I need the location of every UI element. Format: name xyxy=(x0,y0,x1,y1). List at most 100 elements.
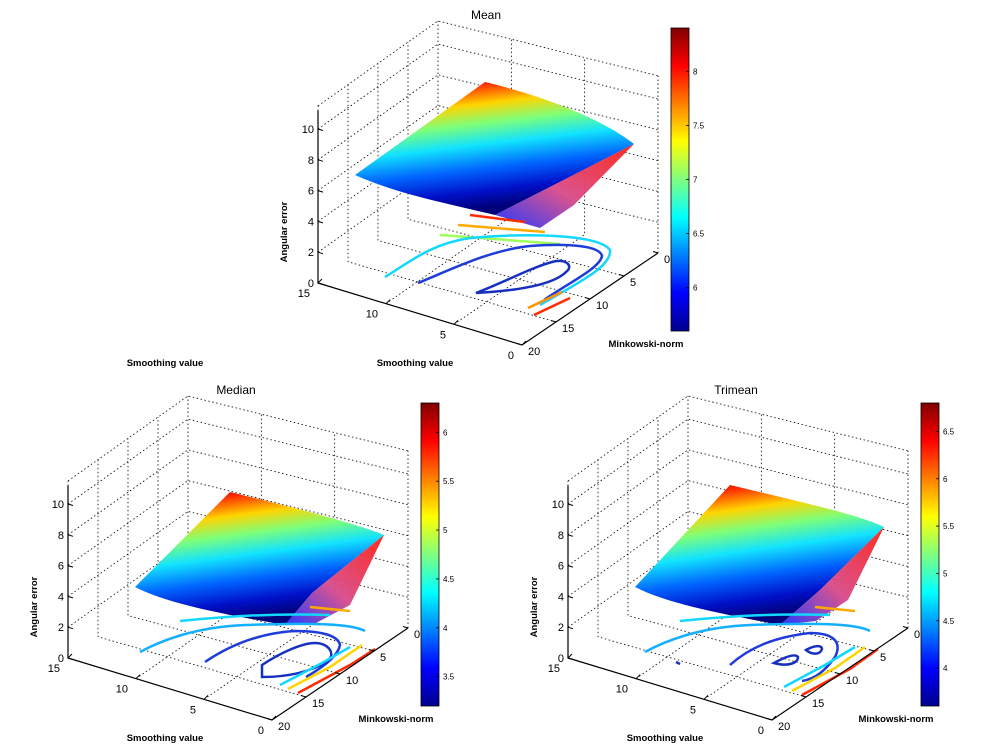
z-tick-mark xyxy=(567,595,574,599)
contour-projection xyxy=(139,605,376,695)
z-tick-label: 2 xyxy=(308,247,314,259)
y-tick-label: 20 xyxy=(778,721,790,733)
colorbar-tick-label: 8 xyxy=(693,67,698,76)
z-grid-line xyxy=(67,480,409,566)
colorbar-tick-label: 3.5 xyxy=(443,673,455,682)
x-tick-label: 15 xyxy=(548,663,560,675)
z-axis-label: Angular error xyxy=(279,201,290,262)
colorbar: 4 4.5 5 5.5 6 6.5 xyxy=(920,402,955,707)
y-grid-line xyxy=(627,438,841,675)
y-tick-mark xyxy=(800,695,807,698)
y-grid-line xyxy=(127,438,341,675)
z-tick-mark xyxy=(67,657,74,660)
z-tick-mark xyxy=(567,626,574,630)
y-tick-label: 10 xyxy=(346,675,358,687)
x-grid-line xyxy=(703,432,836,700)
z-grid-line xyxy=(567,449,909,536)
x-axis-label: Smoothing value xyxy=(127,733,204,744)
x-tick-label: 0 xyxy=(258,725,264,737)
x-tick-mark xyxy=(703,694,709,700)
y-axis-ticks: 0 5 10 15 20 xyxy=(766,626,920,733)
z-tick-mark xyxy=(67,626,74,630)
y-tick-label: 15 xyxy=(562,323,574,335)
z-tick-label: 4 xyxy=(558,591,564,603)
y-tick-label: 20 xyxy=(528,346,540,358)
y-tick-mark xyxy=(516,343,523,346)
x-tick-mark xyxy=(771,715,777,721)
y-tick-mark xyxy=(766,718,773,721)
colorbar-tick-label: 5 xyxy=(943,569,948,578)
y-grid-line xyxy=(97,459,307,698)
z-tick-label: 10 xyxy=(302,124,314,136)
z-tick-label: 0 xyxy=(308,278,314,290)
colorbar-tick-label: 7 xyxy=(693,176,698,185)
y-tick-mark xyxy=(868,649,875,652)
x-tick-mark xyxy=(135,674,141,680)
z-tick-mark xyxy=(317,282,324,285)
y-tick-mark xyxy=(334,672,341,675)
colorbar-tick-label: 6 xyxy=(943,475,948,484)
surface-mesh xyxy=(355,82,634,228)
colorbar-tick-label: 5 xyxy=(443,526,448,535)
chart-title: Median xyxy=(216,383,255,397)
x-tick-label: 15 xyxy=(48,663,60,675)
contour-projection xyxy=(384,213,612,317)
y-tick-label: 0 xyxy=(914,629,920,641)
colorbar: 3.5 4 4.5 5 5.5 6 xyxy=(420,402,455,707)
colorbar-tick-label: 6.5 xyxy=(943,427,955,436)
z-tick-mark xyxy=(317,159,324,162)
x-axis-ticks: 15 10 5 0 xyxy=(48,653,277,737)
z-tick-mark xyxy=(317,251,324,255)
z-grid-line xyxy=(67,510,409,597)
y-axis-label: Minkowski-norm xyxy=(859,714,934,725)
chart-panel-trimean: Trimean 0 2 4 6 8 10 15 10 5 0 0 5 10 15 20 Angular … xyxy=(529,383,955,744)
y-tick-label: 10 xyxy=(596,300,608,312)
y-tick-label: 5 xyxy=(880,652,886,664)
y-tick-mark xyxy=(618,274,625,277)
z-axis-ticks: 0 2 4 6 8 10 xyxy=(52,499,74,665)
x-tick-label: 5 xyxy=(440,329,446,341)
x-tick-label: 15 xyxy=(298,288,310,300)
z-tick-mark xyxy=(567,503,574,506)
stray-axis-label: Smoothing value xyxy=(127,358,204,369)
z-grid-line xyxy=(67,418,409,505)
x-axis-ticks: 15 10 5 0 xyxy=(548,653,777,737)
z-tick-mark xyxy=(567,657,574,660)
x-grid-line xyxy=(203,432,336,700)
y-tick-label: 5 xyxy=(380,652,386,664)
x-tick-mark xyxy=(67,653,73,659)
colorbar-tick-label: 6.5 xyxy=(693,230,705,239)
surface-mesh xyxy=(635,485,884,625)
x-tick-mark xyxy=(271,715,277,721)
z-grid-line xyxy=(317,105,659,191)
y-tick-label: 5 xyxy=(630,277,636,289)
x-tick-mark xyxy=(635,674,641,680)
chart-panel-median: Median 0 2 4 6 8 10 15 10 5 0 0 5 10 15 20 Angular e… xyxy=(29,383,455,744)
x-tick-mark xyxy=(521,340,527,346)
y-tick-label: 0 xyxy=(664,254,670,266)
z-tick-label: 4 xyxy=(308,216,314,228)
y-axis-ticks: 0 5 10 15 20 xyxy=(266,626,420,733)
colorbar-gradient xyxy=(420,402,440,707)
y-grid-line xyxy=(347,84,557,323)
x-tick-label: 10 xyxy=(116,684,128,696)
z-tick-label: 6 xyxy=(558,561,564,573)
y-axis-label: Minkowski-norm xyxy=(359,714,434,725)
z-tick-label: 6 xyxy=(308,186,314,198)
y-tick-mark xyxy=(402,626,409,629)
z-tick-label: 2 xyxy=(58,622,64,634)
z-tick-label: 8 xyxy=(558,530,564,542)
x-tick-mark xyxy=(453,319,459,325)
z-grid-line xyxy=(567,510,909,597)
x-tick-label: 0 xyxy=(758,725,764,737)
chart-panel-mean: Mean 0 2 4 6 8 10 15 10 5 0 0 5 10 15 20 Angular err… xyxy=(279,8,705,369)
z-tick-mark xyxy=(317,190,324,193)
y-tick-mark xyxy=(902,626,909,629)
colorbar-tick-label: 5.5 xyxy=(943,522,955,531)
x-tick-mark xyxy=(203,694,209,700)
z-grid-line xyxy=(567,418,909,505)
z-tick-label: 8 xyxy=(308,155,314,167)
z-grid-line xyxy=(317,135,659,222)
colorbar-tick-label: 4 xyxy=(443,624,448,633)
